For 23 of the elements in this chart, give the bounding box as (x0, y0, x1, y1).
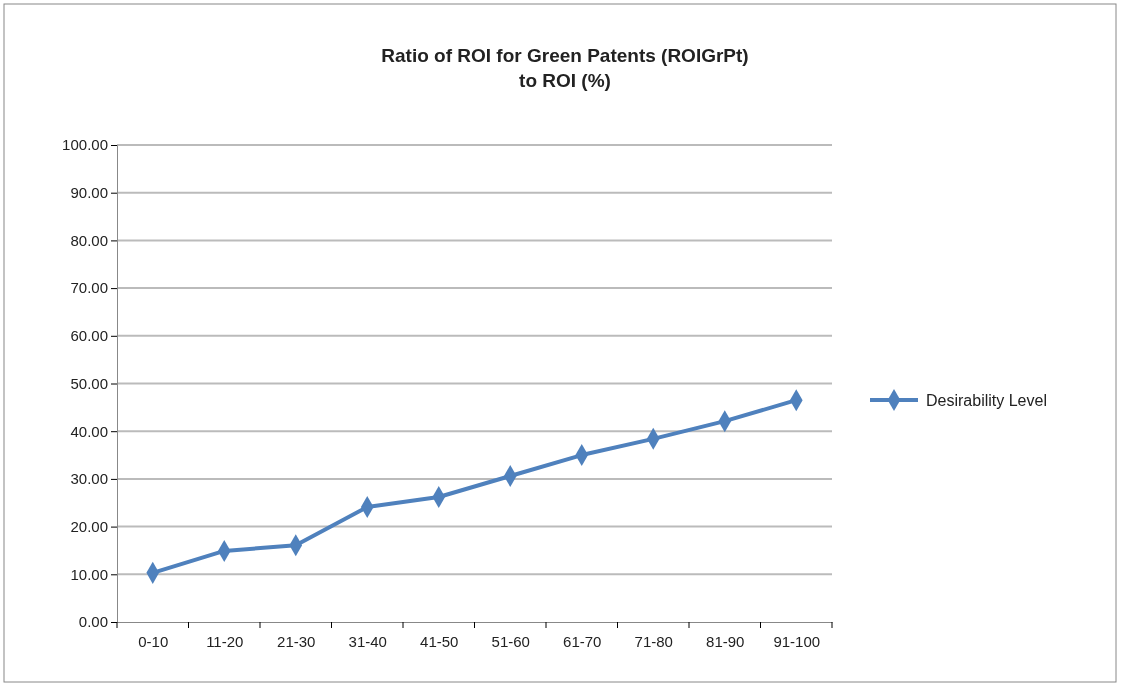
x-tick-label: 11-20 (206, 632, 244, 650)
x-tick-label: 71-80 (634, 632, 673, 650)
x-tick-label: 31-40 (348, 632, 387, 650)
y-tick-label: 0.00 (78, 613, 108, 631)
x-tick-label: 91-100 (773, 632, 821, 650)
x-tick-label: 61-70 (563, 632, 602, 650)
x-tick-label: 21-30 (277, 632, 316, 650)
y-tick-label: 50.00 (70, 374, 108, 392)
y-tick-label: 10.00 (70, 565, 108, 583)
y-tick-label: 80.00 (70, 231, 108, 249)
y-tick-label: 100.00 (62, 136, 108, 154)
y-tick-label: 30.00 (70, 470, 108, 488)
y-tick-label: 60.00 (70, 327, 108, 345)
x-tick-label: 41-50 (420, 632, 459, 650)
legend-label: Desirability Level (926, 392, 1047, 409)
chart-title: Ratio of ROI for Green Patents (ROIGrPt) to ROI (%) (381, 45, 749, 91)
y-tick-label: 70.00 (70, 279, 108, 297)
y-tick-label: 90.00 (70, 184, 108, 201)
y-tick-label: 40.00 (70, 422, 108, 440)
x-tick-label: 81-90 (706, 632, 745, 650)
y-tick-label: 20.00 (70, 517, 108, 535)
x-tick-label: 0-10 (138, 632, 169, 650)
x-tick-label: 51-60 (491, 632, 530, 650)
